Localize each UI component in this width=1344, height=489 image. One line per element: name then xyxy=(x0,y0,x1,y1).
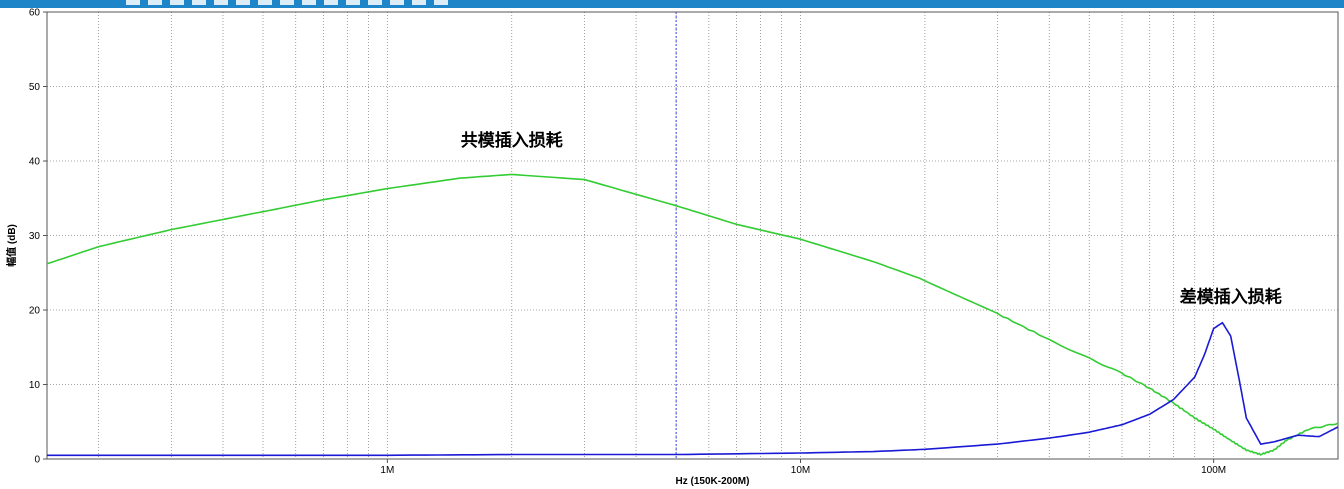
grid xyxy=(47,12,1338,459)
y-tick-label: 30 xyxy=(29,231,41,242)
y-axis-label: 幅值 (dB) xyxy=(5,224,18,267)
y-tick-label: 40 xyxy=(29,157,41,168)
annotation-label: 差模插入损耗 xyxy=(1180,287,1282,308)
x-tick-labels: 1M 10M 100M xyxy=(380,459,1226,476)
x-tick-label: 1M xyxy=(380,465,394,476)
y-tick-label: 60 xyxy=(29,8,41,19)
y-tick-label: 50 xyxy=(29,82,41,93)
series-line-0 xyxy=(46,173,1339,456)
x-tick-label: 10M xyxy=(791,465,810,476)
series-group xyxy=(46,173,1339,457)
top-title-bar xyxy=(0,0,1344,8)
series-line-1 xyxy=(47,321,1339,457)
y-tick-labels: 0 10 20 30 40 50 60 xyxy=(29,8,47,466)
y-tick-label: 20 xyxy=(29,306,41,317)
x-tick-label: 100M xyxy=(1201,465,1226,476)
y-tick-label: 0 xyxy=(34,455,40,466)
annotation-label: 共模插入损耗 xyxy=(461,130,563,151)
title-bar-glyphs xyxy=(126,0,456,5)
x-axis-label: Hz (150K-200M) xyxy=(676,476,750,487)
y-tick-label: 10 xyxy=(29,380,41,391)
